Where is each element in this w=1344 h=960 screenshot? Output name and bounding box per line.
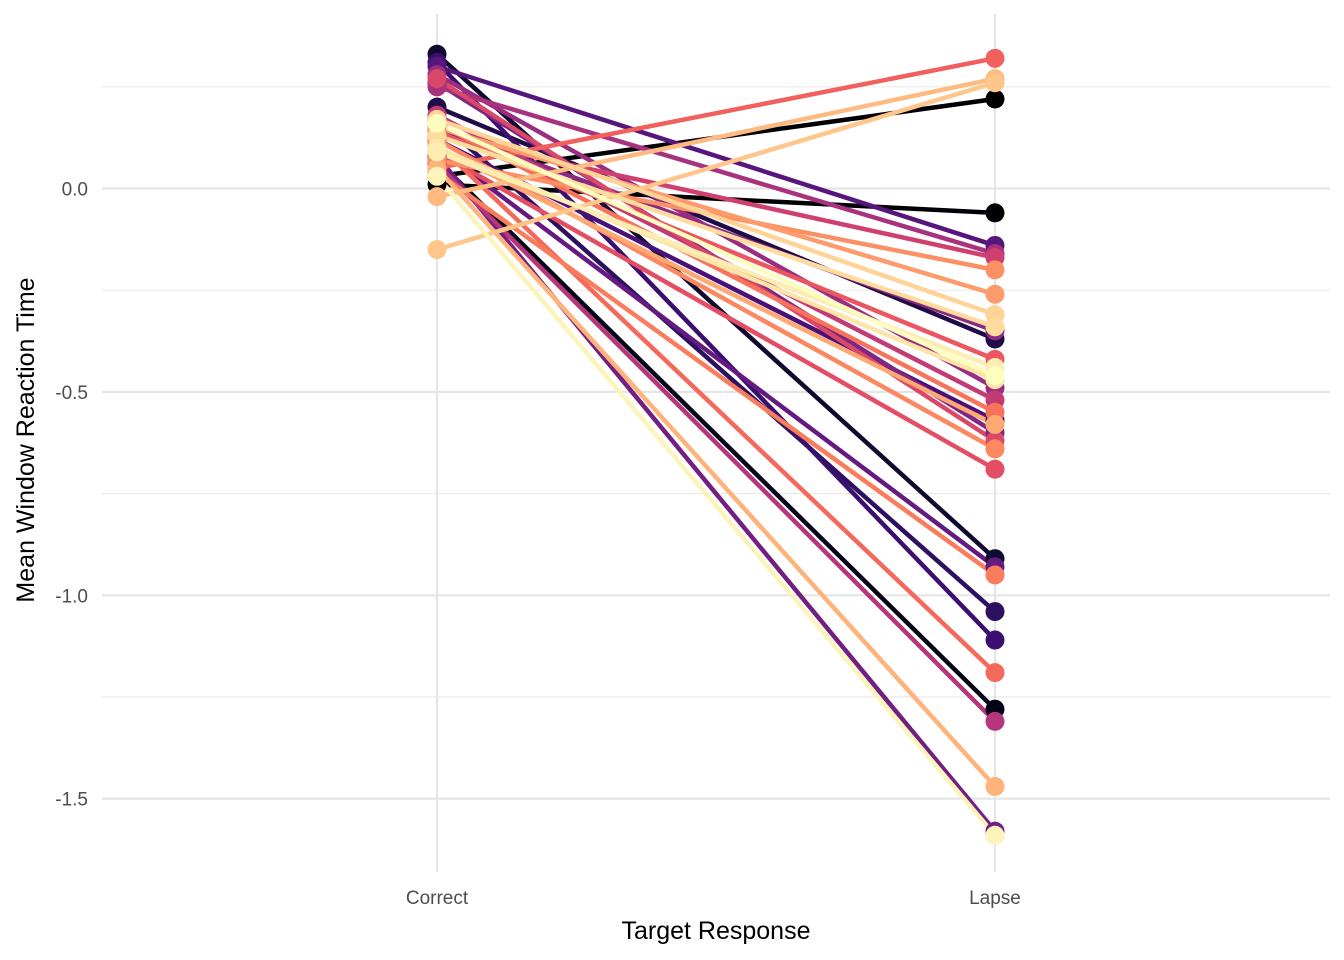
series-point-19-correct [427, 69, 447, 89]
series-point-16-lapse [985, 711, 1005, 731]
series-line-33 [436, 117, 996, 317]
series-point-29-lapse [985, 414, 1005, 434]
series-line-30 [435, 166, 997, 789]
series-point-20-lapse [985, 459, 1005, 479]
series-line-6 [435, 117, 997, 614]
y-tick-label: 0.0 [62, 180, 88, 201]
series-line-9 [436, 64, 996, 248]
y-tick-labels: 0.0 -0.5 -1.0 -1.5 [55, 180, 88, 811]
series-point-30-lapse [985, 776, 1005, 796]
x-tick-label: Correct [406, 888, 469, 909]
series-lines [435, 52, 997, 837]
series-point-36-correct [427, 142, 447, 162]
series-line-16 [435, 162, 997, 723]
series-point-23-lapse [985, 663, 1005, 683]
series-line-15 [436, 84, 996, 256]
series-point-1-lapse [985, 89, 1005, 109]
series-point-37-lapse [985, 825, 1005, 845]
y-tick-label: -1.0 [55, 586, 88, 607]
series-line-7 [435, 60, 997, 642]
series-line-3 [435, 158, 997, 711]
y-tick-label: -1.5 [55, 790, 88, 811]
series-line-37 [435, 174, 997, 837]
series-point-25-lapse [985, 565, 1005, 585]
x-tick-label: Lapse [969, 888, 1021, 909]
series-point-2-lapse [985, 203, 1005, 223]
x-axis-title: Target Response [621, 917, 810, 945]
series-line-31 [436, 76, 996, 199]
series-line-25 [435, 170, 997, 577]
y-tick-label: -0.5 [55, 383, 88, 404]
series-point-34-lapse [985, 317, 1005, 337]
series-line-20 [435, 149, 997, 472]
series-point-37-correct [427, 166, 447, 186]
series-line-23 [435, 142, 997, 675]
series-line-5 [436, 105, 996, 342]
series-point-32-correct [427, 240, 447, 260]
series-line-29 [436, 145, 996, 427]
series-line-32 [436, 80, 996, 252]
series-point-26-lapse [985, 439, 1005, 459]
series-line-10 [435, 146, 997, 569]
series-point-38-correct [427, 113, 447, 133]
series-point-7-lapse [985, 630, 1005, 650]
series-point-27-lapse [985, 260, 1005, 280]
series-point-28-lapse [985, 284, 1005, 304]
series-point-22-lapse [985, 48, 1005, 68]
series-line-28 [436, 125, 996, 297]
x-tick-labels: Correct Lapse [406, 888, 1021, 909]
series-point-32-lapse [985, 73, 1005, 93]
y-axis-title: Mean Window Reaction Time [12, 277, 40, 602]
series-point-38-lapse [985, 366, 1005, 386]
series-point-6-lapse [985, 602, 1005, 622]
series-line-26 [435, 137, 997, 451]
series-line-24 [435, 121, 997, 415]
series-line-38 [436, 121, 996, 378]
series-points [427, 44, 1005, 845]
series-point-31-correct [427, 187, 447, 207]
